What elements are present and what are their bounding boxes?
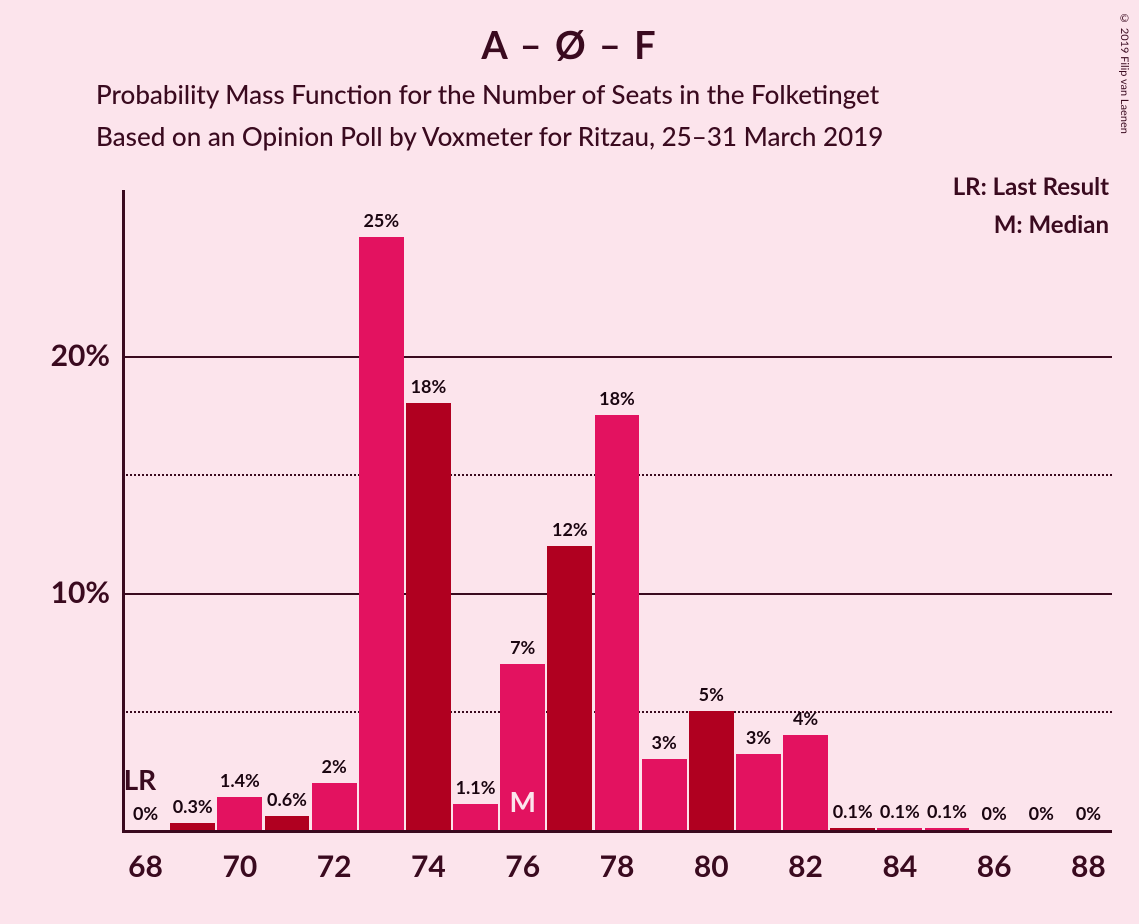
x-axis-tick-label: 68 — [116, 848, 176, 884]
bar-value-label: 0% — [1058, 802, 1118, 824]
bar-value-label: 3% — [634, 731, 694, 753]
bar — [877, 828, 922, 830]
bar-value-label: 1.1% — [446, 776, 506, 798]
x-axis-tick-label: 74 — [398, 848, 458, 884]
y-axis-tick-label: 10% — [51, 574, 110, 610]
x-axis-tick-label: 80 — [681, 848, 741, 884]
bar-value-label: 4% — [776, 707, 836, 729]
bar-value-label: 12% — [540, 518, 600, 540]
bar — [547, 546, 592, 830]
x-axis-tick-label: 88 — [1058, 848, 1118, 884]
bar-value-label: 18% — [587, 387, 647, 409]
x-axis-tick-label: 72 — [304, 848, 364, 884]
chart-subtitle-1: Probability Mass Function for the Number… — [96, 78, 879, 110]
bar — [312, 783, 357, 830]
bar-value-label: 2% — [304, 755, 364, 777]
copyright-text: © 2019 Filip van Laenen — [1118, 12, 1131, 134]
x-axis-tick-label: 78 — [587, 848, 647, 884]
bar — [595, 415, 640, 830]
x-axis-tick-label: 76 — [493, 848, 553, 884]
bar — [406, 403, 451, 830]
legend-lr: LR: Last Result — [953, 172, 1109, 201]
bar-value-label: 25% — [351, 209, 411, 231]
bar — [170, 823, 215, 830]
bar — [783, 735, 828, 830]
plot-area: 0%0.3%1.4%0.6%2%25%18%1.1%7%12%18%3%5%3%… — [122, 190, 1112, 830]
bar — [830, 828, 875, 830]
bar-value-label: 0.6% — [257, 788, 317, 810]
annotation-m: M — [501, 784, 545, 818]
bar-value-label: 7% — [493, 636, 553, 658]
bar — [689, 711, 734, 830]
bar-value-label: 0.3% — [163, 795, 223, 817]
y-axis-line — [122, 190, 125, 830]
bar-value-label: 5% — [681, 683, 741, 705]
chart-subtitle-2: Based on an Opinion Poll by Voxmeter for… — [96, 120, 883, 152]
bar — [265, 816, 310, 830]
x-axis-line — [122, 830, 1112, 833]
chart-title: A – Ø – F — [0, 22, 1139, 68]
legend-m: M: Median — [994, 210, 1109, 239]
y-axis-tick-label: 20% — [51, 337, 110, 373]
bar-value-label: 3% — [728, 726, 788, 748]
x-axis-tick-label: 82 — [776, 848, 836, 884]
bar — [642, 759, 687, 830]
x-axis-tick-label: 84 — [870, 848, 930, 884]
chart-container: A – Ø – F Probability Mass Function for … — [0, 0, 1139, 924]
gridline-major — [122, 356, 1112, 358]
bar — [925, 828, 970, 830]
x-axis-tick-label: 86 — [964, 848, 1024, 884]
annotation-lr: LR — [124, 762, 157, 796]
bar — [217, 797, 262, 830]
bar — [736, 754, 781, 830]
bar — [359, 237, 404, 830]
bar — [453, 804, 498, 830]
bar-value-label: 18% — [398, 375, 458, 397]
x-axis-tick-label: 70 — [210, 848, 270, 884]
